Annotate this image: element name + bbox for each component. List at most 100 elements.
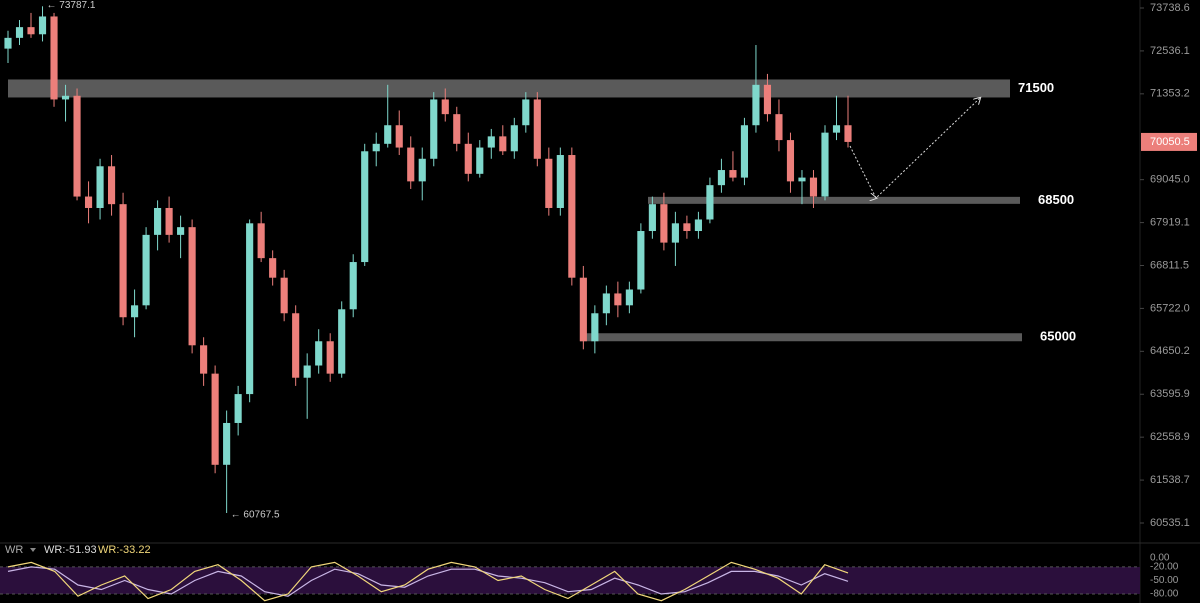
candle-body: [384, 125, 392, 144]
candle-body: [38, 16, 47, 35]
candle-body: [763, 84, 772, 115]
level-zone: [8, 79, 1010, 98]
candle-body: [27, 27, 35, 35]
wr-line: [7, 566, 849, 597]
candle-body: [154, 207, 162, 235]
wr-tick-label: -20.00: [1150, 562, 1179, 573]
candle-body: [453, 114, 461, 144]
wr-tick-label: 0.00: [1150, 553, 1170, 564]
candle-body: [315, 341, 323, 366]
y-tick-label: 66811.5: [1150, 259, 1189, 271]
candle-body: [84, 196, 93, 208]
candle-body: [407, 147, 415, 182]
candle-body: [740, 125, 749, 178]
candle-body: [119, 204, 127, 318]
candle-body: [798, 177, 806, 182]
low-annotation: ← 60767.5: [231, 510, 280, 521]
candle-body: [200, 345, 208, 374]
last-price-tag: [1141, 132, 1197, 151]
candle-body: [188, 227, 196, 346]
candle-body: [269, 258, 277, 278]
wr-tick-label: -80.00: [1150, 589, 1179, 600]
wr-tick-label: -50.00: [1150, 575, 1179, 586]
candle-body: [786, 140, 795, 182]
level-label: 65000: [1040, 329, 1076, 344]
candle-body: [476, 147, 484, 174]
candle-body: [142, 234, 150, 306]
candle-body: [568, 155, 576, 278]
candle-body: [545, 158, 553, 208]
candle-body: [50, 16, 58, 100]
candle-body: [131, 305, 139, 318]
high-annotation: ← 73787.1: [47, 0, 96, 11]
candle-body: [303, 365, 311, 378]
candle-body: [326, 341, 334, 374]
y-tick-label: 69045.0: [1150, 174, 1190, 186]
y-tick-label: 64650.2: [1150, 345, 1190, 357]
wr-band: [0, 566, 1140, 594]
candle-body: [487, 136, 495, 148]
candle-body: [556, 155, 564, 208]
candle-body: [177, 227, 185, 235]
level-label: 71500: [1018, 80, 1054, 95]
wr-line: [7, 561, 849, 602]
candle-body: [706, 185, 714, 220]
candle-body: [372, 143, 380, 152]
candle-body: [775, 114, 783, 141]
candle-body: [729, 170, 737, 178]
level-zone: [648, 196, 1020, 204]
candle-body: [292, 313, 300, 378]
candle-body: [602, 293, 610, 314]
y-tick-label: 71353.2: [1150, 88, 1190, 100]
candle-body: [499, 136, 507, 152]
candle-body: [844, 125, 852, 142]
level-zone: [580, 333, 1022, 342]
candle-body: [430, 99, 438, 159]
dropdown-icon[interactable]: [30, 548, 36, 552]
candle-body: [591, 313, 599, 342]
candle-body: [579, 277, 587, 342]
y-tick-label: 67919.1: [1150, 216, 1190, 228]
candle-body: [395, 125, 403, 148]
candle-body: [510, 125, 518, 152]
indicator-name: WR: [5, 544, 23, 556]
candle-body: [832, 125, 841, 133]
candle-body: [280, 277, 288, 314]
candle-body: [694, 219, 702, 232]
y-tick-label: 62558.9: [1150, 431, 1190, 443]
candle-body: [717, 170, 725, 186]
y-tick-label: 65722.0: [1150, 302, 1190, 314]
candle-body: [211, 373, 219, 465]
y-tick-label: 60535.1: [1150, 517, 1190, 529]
candle-body: [625, 289, 633, 306]
y-tick-label: 63595.9: [1150, 388, 1190, 400]
candle-body: [809, 177, 818, 197]
candle-body: [418, 158, 426, 182]
candle-body: [637, 231, 645, 290]
candle-body: [821, 132, 829, 197]
candle-body: [96, 166, 104, 208]
candle-body: [73, 95, 81, 197]
level-label: 68500: [1038, 192, 1074, 207]
legend-entry: WR:-51.93: [44, 544, 97, 556]
candle-body: [464, 143, 472, 174]
y-tick-label: 61538.7: [1150, 474, 1190, 486]
candle-body: [522, 99, 530, 126]
projection-arrow: [849, 98, 980, 198]
candle-body: [234, 394, 242, 423]
candle-body: [660, 204, 668, 243]
candle-body: [4, 37, 12, 49]
candle-body: [61, 95, 70, 100]
candle-body: [257, 223, 265, 259]
candle-body: [338, 309, 346, 374]
last-price-label: 70050.5: [1150, 136, 1190, 148]
candle-body: [614, 293, 622, 306]
candle-body: [752, 84, 760, 126]
candle-body: [165, 207, 173, 235]
candle-body: [361, 151, 369, 263]
candle-body: [648, 204, 656, 232]
y-tick-label: 73738.6: [1150, 2, 1190, 14]
legend-entry: WR:-33.22: [98, 544, 151, 556]
